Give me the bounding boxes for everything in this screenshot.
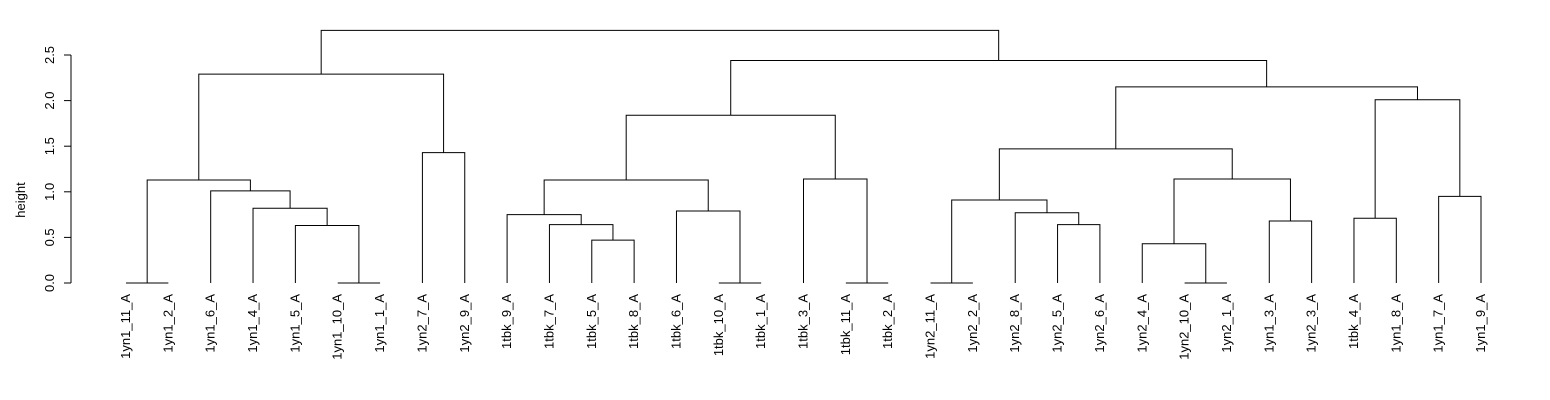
leaf-label: 1yn2_8_A <box>1007 294 1022 353</box>
leaf-label: 1tbk_7_A <box>541 294 556 349</box>
dendrogram-link <box>1374 99 1461 219</box>
leaf-label: 1yn1_2_A <box>160 294 175 353</box>
dendrogram-link <box>548 224 614 283</box>
leaf-label: 1yn2_1_A <box>1219 294 1234 353</box>
y-tick-label: 1.5 <box>42 137 57 155</box>
leaf-label: 1yn1_10_A <box>330 294 345 360</box>
dendrogram-link <box>803 178 868 283</box>
dendrogram-link <box>146 179 251 283</box>
leaf-label: 1yn1_4_A <box>245 294 260 353</box>
leaf-label: 1tbk_11_A <box>838 294 853 356</box>
leaf-label: 1yn1_7_A <box>1431 294 1446 353</box>
y-tick-label: 2.0 <box>42 92 57 110</box>
leaf-label: 1yn2_6_A <box>1092 294 1107 353</box>
y-tick-label: 2.5 <box>42 46 57 64</box>
leaf-label: 1tbk_8_A <box>626 294 641 349</box>
leaf-label: 1tbk_1_A <box>753 294 768 349</box>
y-tick-label: 0.5 <box>42 228 57 246</box>
dendrogram-link <box>675 210 741 283</box>
leaf-label: 1yn1_6_A <box>203 294 218 353</box>
dendrogram-link <box>320 29 1000 75</box>
leaf-label: 1tbk_4_A <box>1346 294 1361 349</box>
leaf-label: 1tbk_5_A <box>584 294 599 349</box>
dendrogram-link <box>1353 217 1397 283</box>
dendrogram-link <box>252 207 328 283</box>
dendrogram-link <box>730 59 1268 116</box>
leaf-label: 1tbk_3_A <box>796 294 811 349</box>
leaf-label: 1tbk_10_A <box>711 294 726 356</box>
leaf-label: 1yn1_3_A <box>1261 294 1276 353</box>
dendrogram-link <box>1014 212 1080 283</box>
leaf-label: 1yn2_11_A <box>923 294 938 359</box>
leaf-label: 1yn1_9_A <box>1473 294 1488 353</box>
dendrogram-link <box>998 148 1233 201</box>
leaf-label: 1tbk_2_A <box>880 294 895 349</box>
dendrogram-link <box>543 179 709 215</box>
dendrogram-links <box>126 29 1482 284</box>
dendrogram-link <box>1173 178 1291 244</box>
leaf-label: 1yn1_5_A <box>287 294 302 353</box>
leaf-label: 1yn1_8_A <box>1388 294 1403 353</box>
dendrogram-link <box>1141 243 1207 283</box>
leaf-labels: 1yn1_11_A 1yn1_2_A 1yn1_6_A 1yn1_4_A 1yn1_5_… <box>118 294 1488 360</box>
leaf-label: 1yn1_11_A <box>118 294 133 359</box>
dendrogram-link <box>1438 195 1482 283</box>
dendrogram-link <box>625 114 836 180</box>
leaf-label: 1yn2_7_A <box>414 294 429 353</box>
dendrogram-link <box>1268 220 1313 283</box>
leaf-label: 1yn2_4_A <box>1134 294 1149 353</box>
leaf-label: 1yn2_5_A <box>1050 294 1065 353</box>
y-ticks: 0.0 0.5 1.0 1.5 2.0 2.5 <box>42 46 71 292</box>
leaf-label: 1yn2_2_A <box>965 294 980 353</box>
y-axis: 0.0 0.5 1.0 1.5 2.0 2.5 <box>42 46 72 292</box>
dendrogram-link <box>1115 86 1418 149</box>
dendrogram-link <box>591 239 635 283</box>
y-tick-label: 0.0 <box>42 274 57 292</box>
y-axis-title: height <box>13 182 28 218</box>
dendrogram-link <box>294 225 360 283</box>
leaf-label: 1yn2_3_A <box>1304 294 1319 353</box>
dendrogram-link <box>198 73 445 180</box>
leaf-label: 1tbk_6_A <box>668 294 683 349</box>
dendrogram-link <box>1057 224 1101 283</box>
y-tick-label: 1.0 <box>42 183 57 201</box>
dendrogram-link <box>210 190 291 283</box>
leaf-label: 1yn2_9_A <box>457 294 472 353</box>
leaf-label: 1yn1_1_A <box>372 294 387 353</box>
leaf-label: 1tbk_9_A <box>499 294 514 349</box>
leaf-label: 1yn2_10_A <box>1177 294 1192 360</box>
dendrogram-link <box>421 152 466 283</box>
